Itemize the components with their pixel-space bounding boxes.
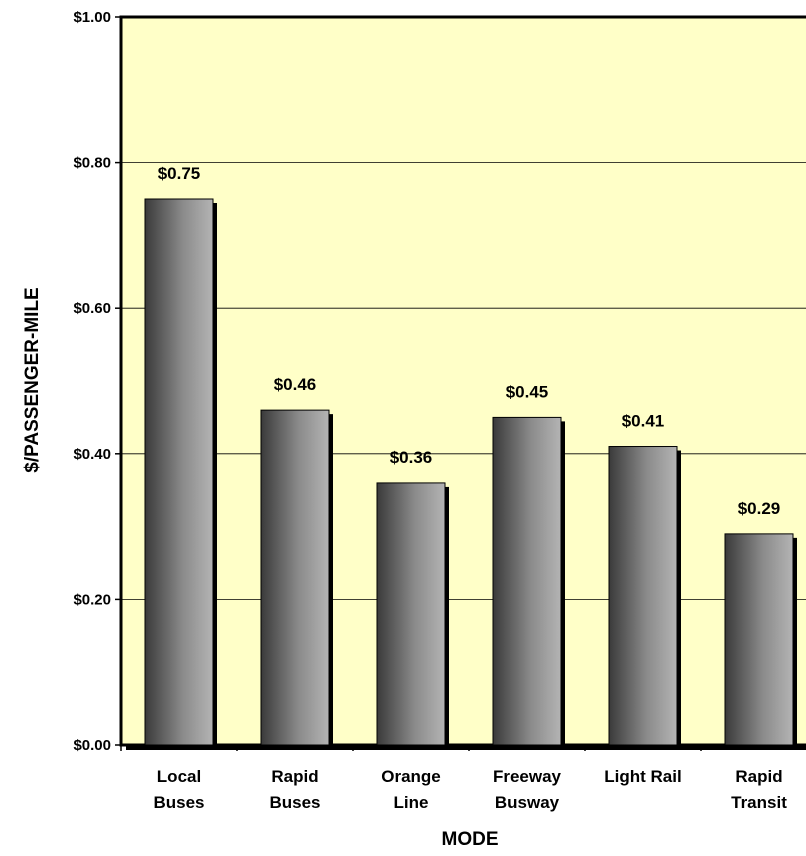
- y-tick-label: $0.60: [73, 300, 111, 317]
- x-tick-label: Light Rail: [604, 767, 681, 786]
- data-label: $0.75: [158, 164, 201, 183]
- x-axis-title: MODE: [442, 829, 499, 850]
- x-tick-label: Line: [394, 793, 429, 812]
- x-axis: Local Buses Rapid Buses Orange Line Freeway Bus…: [120, 745, 787, 812]
- y-tick-label: $0.00: [73, 737, 111, 754]
- data-label: $0.41: [622, 412, 665, 431]
- bar: [724, 533, 794, 746]
- x-tick-label: Rapid: [271, 767, 318, 786]
- data-label: $0.36: [390, 448, 433, 467]
- y-axis-title: $/PASSENGER-MILE: [22, 287, 43, 472]
- y-tick-label: $0.80: [73, 155, 111, 172]
- bar: [492, 416, 562, 746]
- data-labels: $0.75 $0.46 $0.36 $0.45 $0.41 $0.29: [158, 164, 781, 518]
- data-label: $0.29: [738, 499, 781, 518]
- x-tick-label: Buses: [153, 793, 204, 812]
- y-axis: $0.00 $0.20 $0.40 $0.60 $0.80 $1.00: [73, 9, 121, 754]
- x-tick-label: Freeway: [493, 767, 562, 786]
- x-tick-label: Buses: [269, 793, 320, 812]
- x-tick-label: Transit: [731, 793, 787, 812]
- data-label: $0.46: [274, 375, 317, 394]
- bar: [144, 198, 214, 746]
- bar: [608, 446, 678, 746]
- data-label: $0.45: [506, 382, 549, 401]
- x-tick-label: Rapid: [735, 767, 782, 786]
- x-tick-label: Local: [157, 767, 201, 786]
- gridlines: [121, 162, 806, 600]
- plot-area: [119, 15, 806, 747]
- bars: [144, 198, 797, 746]
- y-tick-label: $1.00: [73, 9, 111, 26]
- bar: [260, 409, 330, 746]
- x-tick-label: Orange: [381, 767, 441, 786]
- y-tick-label: $0.40: [73, 446, 111, 463]
- y-tick-label: $0.20: [73, 591, 111, 608]
- x-tick-label: Busway: [495, 793, 560, 812]
- bar: [376, 482, 446, 746]
